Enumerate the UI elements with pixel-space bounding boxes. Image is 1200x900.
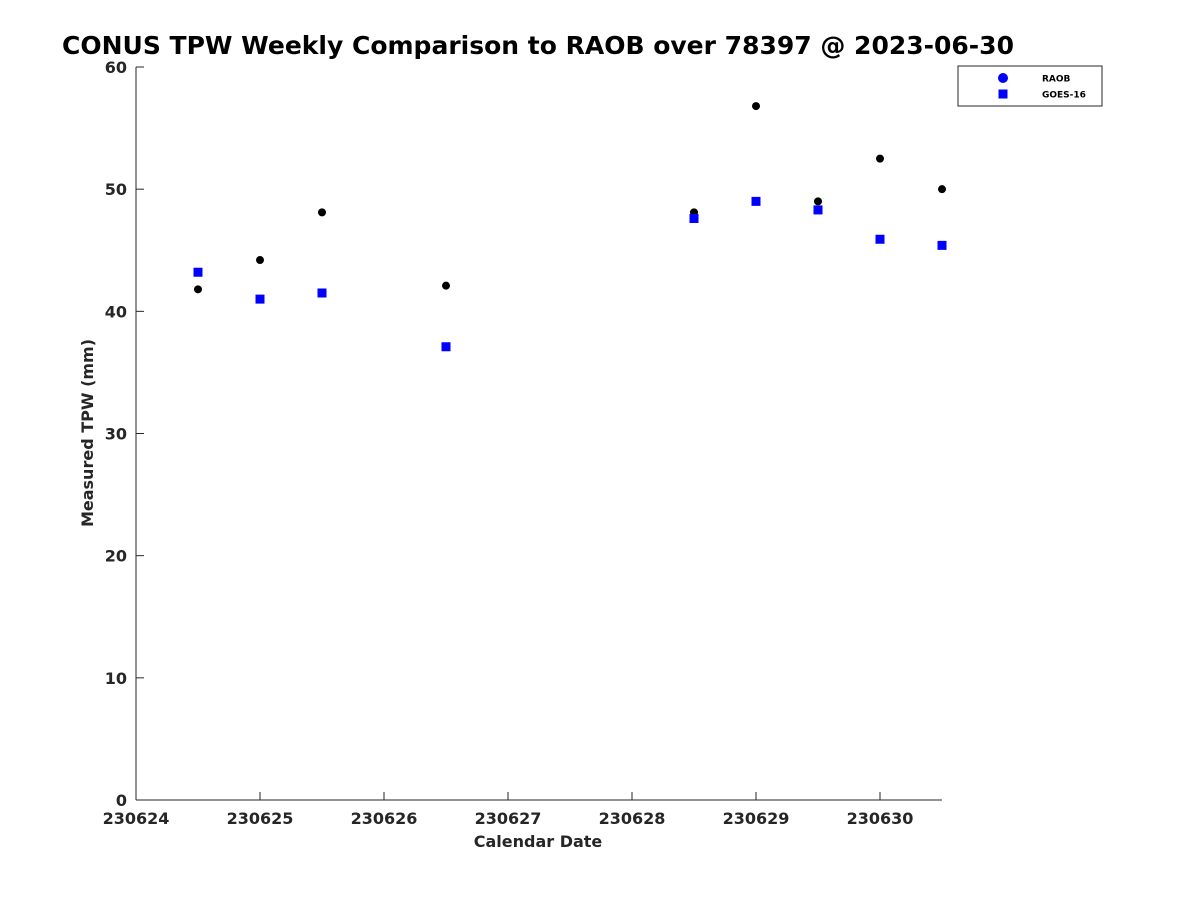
goes-16-point: [317, 288, 327, 298]
legend-label-goes-16: GOES-16: [1042, 91, 1086, 101]
y-tick-label: 40: [105, 302, 127, 321]
legend-marker-goes-16: [998, 89, 1008, 99]
y-tick-label: 30: [105, 425, 127, 444]
data-marks: [193, 102, 947, 352]
y-tick-label: 60: [105, 58, 127, 77]
y-tick-label: 0: [116, 791, 127, 810]
chart-title: CONUS TPW Weekly Comparison to RAOB over…: [62, 31, 1014, 60]
goes-16-point: [937, 240, 947, 250]
raob-point: [256, 256, 264, 265]
raob-point: [318, 208, 326, 217]
x-tick-label: 230630: [847, 809, 914, 828]
goes-16-point: [193, 267, 203, 277]
goes-16-point: [813, 205, 823, 215]
y-tick-label: 20: [105, 547, 127, 566]
axes: 0 10 20 30 40 50 60 230624 230625 230626 230627 230…: [103, 58, 942, 828]
y-tick-label: 50: [105, 180, 127, 199]
x-axis-label: Calendar Date: [474, 832, 603, 851]
legend-label-raob: RAOB: [1042, 75, 1071, 85]
x-tick-label: 230628: [599, 809, 666, 828]
raob-point: [876, 154, 884, 163]
raob-point: [442, 281, 450, 290]
x-tick-label: 230627: [475, 809, 542, 828]
goes-16-point: [689, 213, 699, 223]
y-axis-label: Measured TPW (mm): [78, 339, 97, 527]
goes-16-point: [441, 342, 451, 352]
raob-point: [938, 185, 946, 194]
goes-16-point: [875, 234, 885, 244]
x-tick-label: 230624: [103, 809, 170, 828]
goes-16-point: [751, 196, 761, 206]
goes-16-point: [255, 294, 265, 304]
legend: RAOB GOES-16: [957, 65, 1103, 107]
legend-box: [957, 65, 1103, 107]
raob-point: [194, 285, 202, 294]
x-tick-label: 230629: [723, 809, 790, 828]
legend-marker-raob: [998, 73, 1008, 83]
raob-point: [814, 197, 822, 206]
raob-point: [752, 102, 760, 111]
y-tick-label: 10: [105, 669, 127, 688]
x-tick-label: 230626: [351, 809, 418, 828]
x-tick-label: 230625: [227, 809, 294, 828]
